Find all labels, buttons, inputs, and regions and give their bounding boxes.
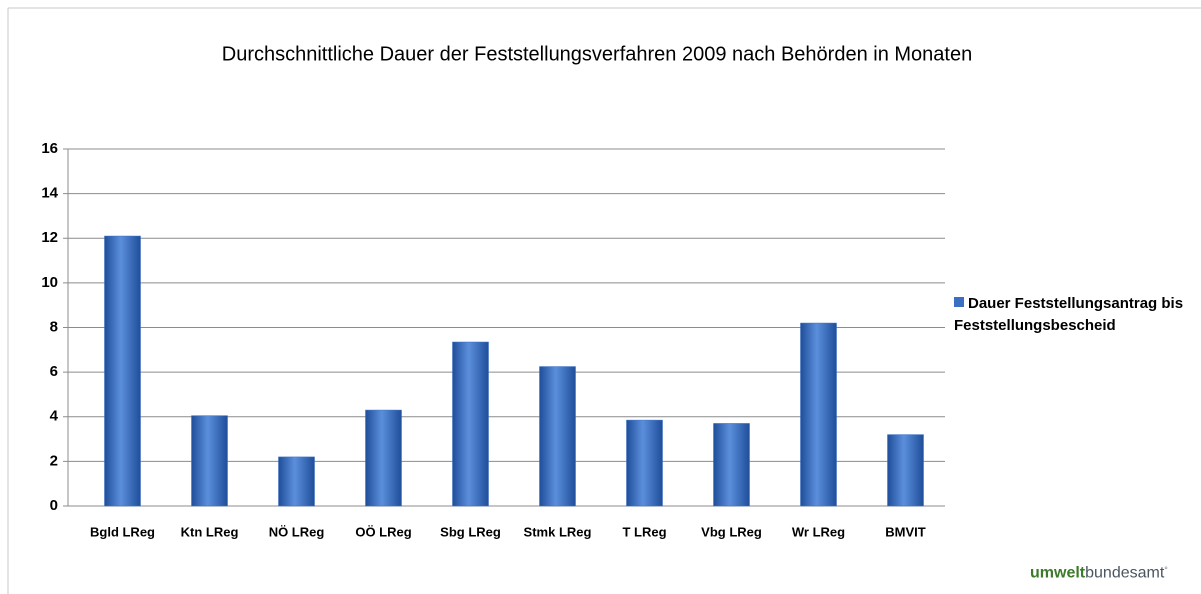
x-tick-label: Ktn LReg (181, 524, 239, 539)
legend-swatch (954, 297, 964, 307)
bar (104, 235, 141, 507)
y-tick-label: 0 (50, 497, 58, 514)
x-tick-label: Bgld LReg (90, 524, 155, 539)
bar (191, 415, 228, 507)
y-tick-label: 16 (41, 140, 58, 157)
x-tick-label: Sbg LReg (440, 524, 501, 539)
bar (278, 456, 315, 507)
y-tick-label: 2 (50, 452, 58, 469)
y-tick-label: 4 (50, 408, 59, 425)
logo-icon: ◦ (1164, 563, 1168, 574)
bar (452, 341, 489, 507)
chart-title: Durchschnittliche Dauer der Feststellung… (222, 43, 972, 65)
legend: Dauer Feststellungsantrag bis Feststellu… (954, 293, 1201, 337)
legend-label: Dauer Feststellungsantrag bis Feststellu… (954, 295, 1184, 334)
y-tick-label: 12 (41, 229, 58, 246)
x-tick-label: NÖ LReg (269, 524, 325, 539)
bar (800, 322, 837, 507)
x-tick-label: T LReg (622, 524, 666, 539)
x-tick-label: OÖ LReg (355, 524, 411, 539)
y-tick-label: 10 (41, 274, 58, 291)
bar (539, 366, 576, 507)
bar (887, 434, 924, 507)
bar (626, 419, 663, 507)
logo: umweltbundesamt◦ (1030, 563, 1168, 582)
bar (713, 423, 750, 507)
y-tick-label: 6 (50, 363, 58, 380)
x-tick-label: Stmk LReg (524, 524, 592, 539)
bar (365, 409, 402, 507)
x-tick-label: Vbg LReg (701, 524, 762, 539)
logo-regular: bundesamt (1085, 564, 1165, 582)
x-tick-label: BMVIT (885, 524, 926, 539)
y-tick-label: 8 (50, 318, 58, 335)
x-tick-label: Wr LReg (792, 524, 845, 539)
y-tick-label: 14 (41, 185, 58, 202)
logo-bold: umwelt (1030, 564, 1086, 582)
